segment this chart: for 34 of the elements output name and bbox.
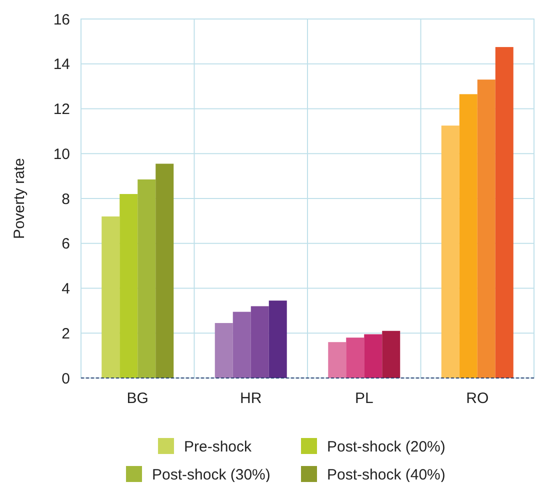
bar [156, 164, 174, 378]
y-tick-label: 10 [53, 146, 70, 163]
legend-label: Post-shock (20%) [327, 438, 446, 456]
legend-label: Pre-shock [184, 438, 252, 456]
bar [120, 194, 138, 378]
y-tick-label: 14 [53, 56, 70, 74]
y-tick-label: 6 [62, 236, 70, 253]
bar [232, 312, 251, 378]
bar [102, 216, 120, 378]
bar [346, 338, 364, 378]
bar [268, 300, 287, 378]
x-tick-label: PL [354, 390, 374, 407]
x-tick-label: RO [466, 390, 489, 407]
bar [477, 80, 496, 378]
y-tick-label: 0 [62, 370, 70, 388]
y-tick-label: 12 [53, 101, 70, 118]
bar [459, 94, 478, 378]
bar [138, 179, 156, 378]
bar [364, 334, 382, 378]
bar [441, 126, 460, 378]
bar [382, 330, 400, 378]
bar [495, 47, 514, 378]
y-tick-label: 4 [62, 280, 70, 298]
legend-label: Post-shock (40%) [327, 466, 446, 484]
y-tick-label: 2 [62, 325, 70, 342]
bar [250, 306, 269, 378]
bar [328, 342, 346, 378]
bar [214, 323, 233, 378]
x-tick-label: BG [126, 390, 148, 407]
y-tick-label: 16 [53, 11, 70, 28]
x-tick-label: HR [240, 390, 262, 407]
legend-label: Post-shock (30%) [152, 466, 270, 484]
y-tick-label: 8 [62, 190, 70, 208]
y-axis-title: Poverty rate [11, 158, 28, 239]
